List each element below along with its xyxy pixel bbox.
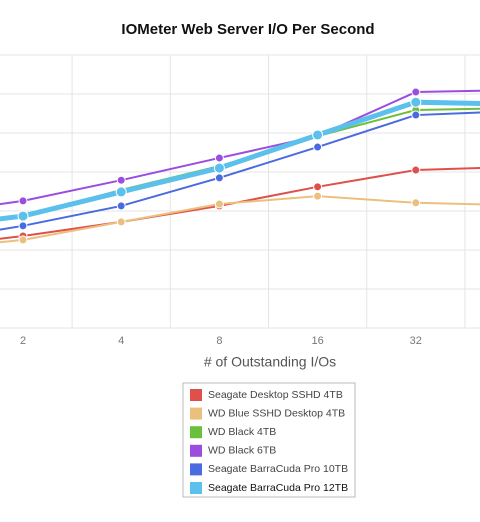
data-point: [17, 210, 29, 222]
legend-swatch: [190, 407, 202, 420]
data-point: [411, 110, 421, 120]
legend-swatch: [190, 389, 202, 401]
data-point: [116, 201, 126, 211]
legend-box: [182, 382, 356, 498]
data-point: [18, 196, 28, 206]
data-point: [411, 87, 421, 97]
data-point: [411, 165, 421, 175]
data-point: [18, 235, 28, 245]
legend-swatch: [190, 463, 202, 476]
data-point: [116, 217, 126, 227]
data-point: [313, 191, 323, 201]
data-point: [116, 175, 126, 185]
data-point: [18, 221, 28, 231]
legend-label: WD Black 6TB: [208, 445, 276, 457]
x-axis-title: # of Outstanding I/Os: [204, 354, 336, 370]
legend-label: WD Blue SSHD Desktop 4TB: [208, 407, 345, 419]
data-point: [213, 162, 225, 174]
x-tick-label: 2: [20, 335, 26, 347]
legend-label: Seagate Desktop SSHD 4TB: [208, 389, 343, 401]
data-point: [313, 182, 323, 192]
data-point: [313, 142, 323, 152]
legend-swatch: [190, 482, 202, 494]
chart-title: IOMeter Web Server I/O Per Second: [121, 21, 374, 38]
legend-swatch: [190, 444, 202, 457]
x-tick-label: 32: [410, 335, 422, 347]
data-point: [214, 153, 224, 163]
data-point: [312, 129, 324, 141]
legend-swatch: [190, 426, 202, 439]
data-point: [214, 199, 224, 209]
legend-label: Seagate BarraCuda Pro 10TB: [208, 463, 348, 475]
data-point: [410, 96, 422, 108]
data-point: [115, 186, 127, 198]
data-point: [214, 173, 224, 183]
legend-label: WD Black 4TB: [208, 426, 276, 438]
x-tick-label: 16: [311, 335, 323, 347]
x-tick-label: 4: [118, 335, 124, 347]
x-tick-label: 8: [216, 335, 222, 347]
legend-label: Seagate BarraCuda Pro 12TB: [208, 482, 348, 494]
data-point: [411, 198, 421, 208]
